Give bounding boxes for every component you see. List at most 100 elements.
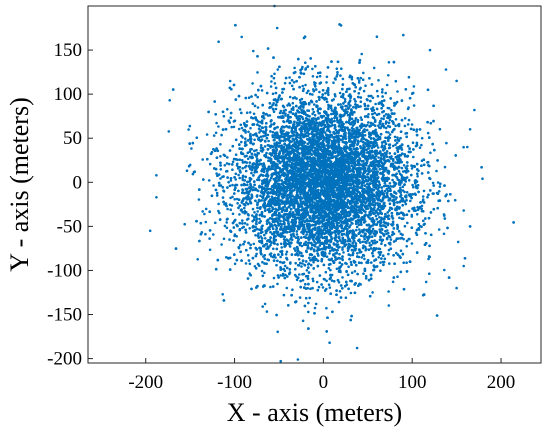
data-point xyxy=(212,233,215,236)
data-point xyxy=(238,176,241,180)
data-point xyxy=(246,223,249,226)
data-point xyxy=(261,305,265,308)
data-point xyxy=(276,282,279,286)
data-point xyxy=(405,191,409,194)
data-point xyxy=(444,194,447,198)
data-point xyxy=(388,262,391,265)
data-point xyxy=(222,189,225,192)
data-point xyxy=(359,116,363,119)
data-point xyxy=(204,232,207,236)
data-point xyxy=(258,217,261,221)
data-point xyxy=(367,121,370,124)
data-point xyxy=(250,171,253,175)
data-point xyxy=(190,147,193,150)
data-point xyxy=(282,135,285,138)
data-point xyxy=(269,85,273,88)
data-point xyxy=(259,135,263,139)
data-point xyxy=(305,91,309,95)
data-point xyxy=(481,177,484,180)
data-point xyxy=(270,254,273,258)
data-point xyxy=(311,75,315,78)
data-point xyxy=(389,115,392,119)
data-point xyxy=(388,202,392,205)
data-point xyxy=(406,144,410,148)
data-point xyxy=(364,84,367,87)
data-point xyxy=(293,196,296,199)
data-point xyxy=(291,101,295,105)
data-point xyxy=(337,221,341,225)
data-point xyxy=(391,178,394,182)
data-point xyxy=(260,89,264,92)
data-point xyxy=(220,133,223,137)
data-point xyxy=(420,143,423,147)
data-point xyxy=(284,253,288,256)
data-point xyxy=(375,143,379,147)
data-point xyxy=(221,293,224,296)
data-point xyxy=(309,247,313,251)
data-point xyxy=(386,211,390,214)
data-point xyxy=(279,109,283,113)
data-point xyxy=(255,219,258,223)
data-point xyxy=(453,198,457,202)
data-point xyxy=(396,90,399,93)
data-point xyxy=(350,164,354,168)
data-point xyxy=(246,157,250,161)
data-point xyxy=(241,167,244,170)
data-point xyxy=(229,179,233,182)
data-point xyxy=(308,296,312,300)
data-point xyxy=(279,274,283,277)
data-point xyxy=(393,135,397,139)
data-point xyxy=(253,265,257,268)
data-point xyxy=(402,164,406,167)
data-point xyxy=(325,279,328,283)
data-point xyxy=(283,81,287,85)
data-point xyxy=(301,319,305,323)
data-point xyxy=(205,133,209,136)
data-point xyxy=(360,261,363,265)
data-point xyxy=(321,286,325,289)
data-point xyxy=(398,216,401,220)
data-point xyxy=(276,330,280,334)
data-point xyxy=(244,137,247,140)
data-point xyxy=(195,136,199,139)
data-point xyxy=(335,67,339,70)
data-point xyxy=(246,253,250,257)
data-point xyxy=(266,133,270,137)
data-point xyxy=(339,134,343,138)
data-point xyxy=(415,213,419,216)
data-point xyxy=(316,109,320,113)
data-point xyxy=(155,174,158,177)
data-point xyxy=(204,220,208,224)
data-point xyxy=(338,290,342,293)
data-point xyxy=(353,270,357,273)
data-point xyxy=(273,138,276,142)
data-point xyxy=(305,233,308,236)
data-point xyxy=(418,146,422,149)
data-point xyxy=(375,35,379,38)
data-point xyxy=(288,95,292,99)
data-point xyxy=(246,183,249,187)
data-point xyxy=(244,169,248,173)
data-point xyxy=(373,111,377,115)
data-point xyxy=(265,222,269,226)
data-point xyxy=(420,136,424,140)
data-point xyxy=(412,104,416,107)
data-point xyxy=(294,267,297,271)
data-point xyxy=(396,136,399,139)
data-point xyxy=(428,272,431,276)
data-point xyxy=(328,286,332,289)
data-point xyxy=(262,117,266,120)
data-point xyxy=(280,246,284,249)
data-point xyxy=(263,271,266,275)
data-point xyxy=(330,106,333,110)
data-point xyxy=(371,291,374,294)
data-point xyxy=(410,242,414,245)
data-point xyxy=(301,279,305,282)
data-point xyxy=(248,262,252,266)
data-point xyxy=(364,210,367,214)
data-point xyxy=(301,84,305,88)
data-point xyxy=(341,246,344,249)
data-point xyxy=(394,143,397,146)
data-point xyxy=(405,245,409,248)
